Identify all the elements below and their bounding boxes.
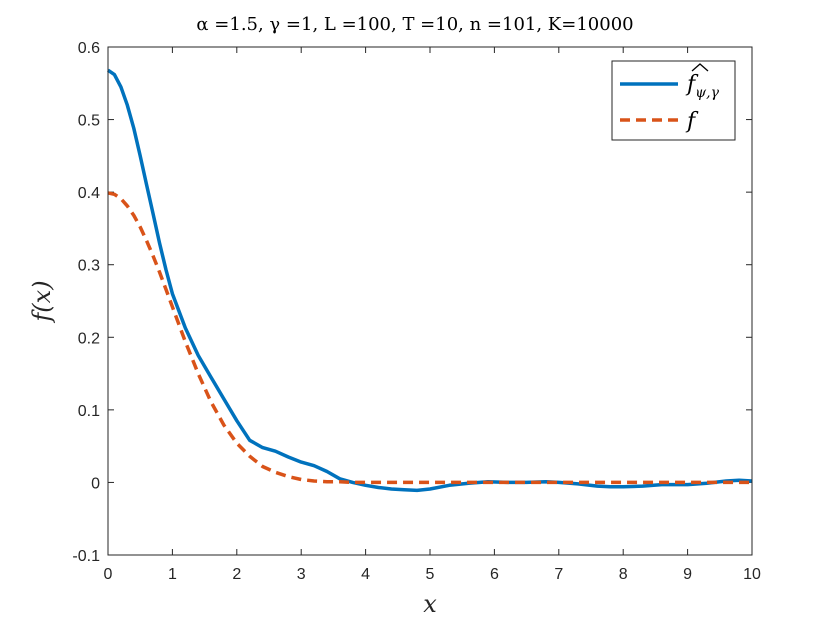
y-tick-label: 0.4 bbox=[78, 185, 100, 202]
legend: fψ,γ f bbox=[611, 60, 736, 141]
x-tick-label: 2 bbox=[232, 566, 241, 583]
x-tick-label: 0 bbox=[104, 566, 113, 583]
tick-labels: 0 1 2 3 4 5 6 7 8 9 10-0.100.10.20.30.40.50.6 bbox=[72, 40, 761, 583]
y-tick-label: 0.1 bbox=[78, 403, 100, 420]
y-tick-label: 0.3 bbox=[78, 258, 100, 275]
y-axis-label: f(x) bbox=[28, 280, 56, 323]
legend-label-estimate: fψ,γ bbox=[685, 72, 720, 101]
y-tick-label: -0.1 bbox=[72, 548, 100, 565]
x-tick-label: 10 bbox=[743, 566, 761, 583]
x-tick-label: 8 bbox=[619, 566, 628, 583]
legend-hat-mark bbox=[691, 63, 709, 72]
x-tick-label: 7 bbox=[554, 566, 563, 583]
x-axis-label: x bbox=[423, 590, 437, 618]
legend-box bbox=[611, 60, 736, 141]
y-tick-label: 0 bbox=[91, 475, 100, 492]
chart-title: α =1.5, γ =1, L =100, T =10, n =101, K=1… bbox=[196, 14, 633, 35]
x-tick-label: 1 bbox=[168, 566, 177, 583]
x-tick-label: 4 bbox=[361, 566, 370, 583]
x-tick-label: 3 bbox=[297, 566, 306, 583]
x-tick-label: 5 bbox=[426, 566, 435, 583]
y-tick-label: 0.6 bbox=[78, 40, 100, 57]
plot-frame bbox=[107, 46, 753, 556]
y-tick-label: 0.2 bbox=[78, 330, 100, 347]
x-tick-label: 9 bbox=[683, 566, 692, 583]
series-group bbox=[107, 68, 753, 493]
y-tick-label: 0.5 bbox=[78, 113, 100, 130]
x-tick-label: 6 bbox=[490, 566, 499, 583]
series-line-true-density bbox=[107, 191, 752, 485]
series-line-estimate bbox=[107, 68, 753, 493]
